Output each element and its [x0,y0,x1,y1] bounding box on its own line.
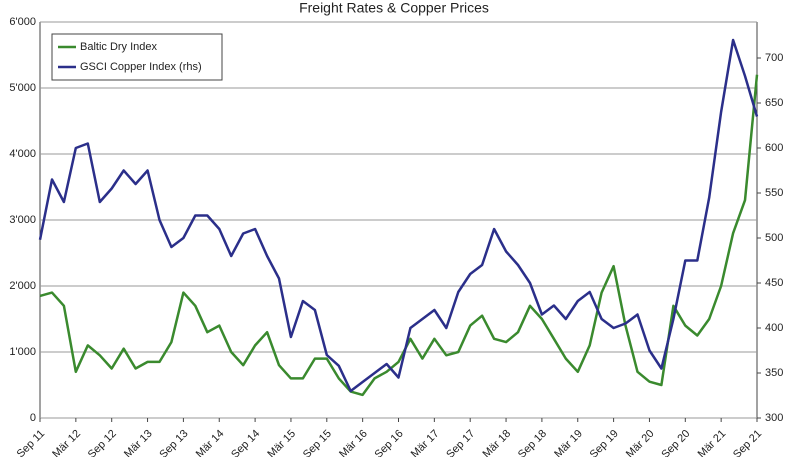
x-tick-label: Mär 13 [122,428,155,457]
x-tick-label: Sep 19 [588,428,621,457]
x-tick-label: Mär 12 [50,428,83,457]
x-tick-label: Sep 18 [516,428,549,457]
y2-tick-label: 600 [765,142,783,154]
x-tick-label: Mär 14 [194,428,227,457]
x-tick-label: Mär 20 [624,428,657,457]
x-tick-label: Sep 13 [157,428,190,457]
x-tick-label: Mär 15 [265,428,298,457]
legend-label: Baltic Dry Index [80,41,158,53]
y2-tick-label: 350 [765,367,783,379]
x-tick-label: Mär 17 [409,428,442,457]
y-tick-label: 4'000 [9,148,36,160]
y-tick-label: 3'000 [9,214,36,226]
series-line [39,74,759,397]
x-tick-label: Sep 17 [444,428,477,457]
y-tick-label: 6'000 [9,16,36,28]
x-tick-label: Mär 19 [552,428,585,457]
y2-tick-label: 300 [765,412,783,424]
x-tick-label: Mär 21 [696,428,729,457]
y2-tick-label: 650 [765,97,783,109]
x-tick-label: Sep 21 [731,428,764,457]
y2-tick-label: 700 [765,52,783,64]
chart-title: Freight Rates & Copper Prices [299,0,489,16]
y-tick-label: 1'000 [9,346,36,358]
y-tick-label: 2'000 [9,280,36,292]
x-tick-label: Sep 20 [659,428,692,457]
y2-tick-label: 550 [765,187,783,199]
x-tick-label: Sep 14 [229,428,262,457]
x-tick-label: Mär 18 [481,428,514,457]
legend-label: GSCI Copper Index (rhs) [80,61,202,73]
y2-tick-label: 450 [765,277,783,289]
series-line [38,38,759,393]
y2-tick-label: 400 [765,322,783,334]
y2-tick-label: 500 [765,232,783,244]
legend-box [51,33,223,81]
x-tick-label: Sep 15 [301,428,334,457]
y-tick-label: 0 [30,412,36,424]
x-tick-label: Mär 16 [337,428,370,457]
x-tick-label: Sep 16 [373,428,406,457]
x-tick-label: Sep 12 [86,428,119,457]
y-tick-label: 5'000 [9,82,36,94]
x-tick-label: Sep 11 [15,428,48,457]
